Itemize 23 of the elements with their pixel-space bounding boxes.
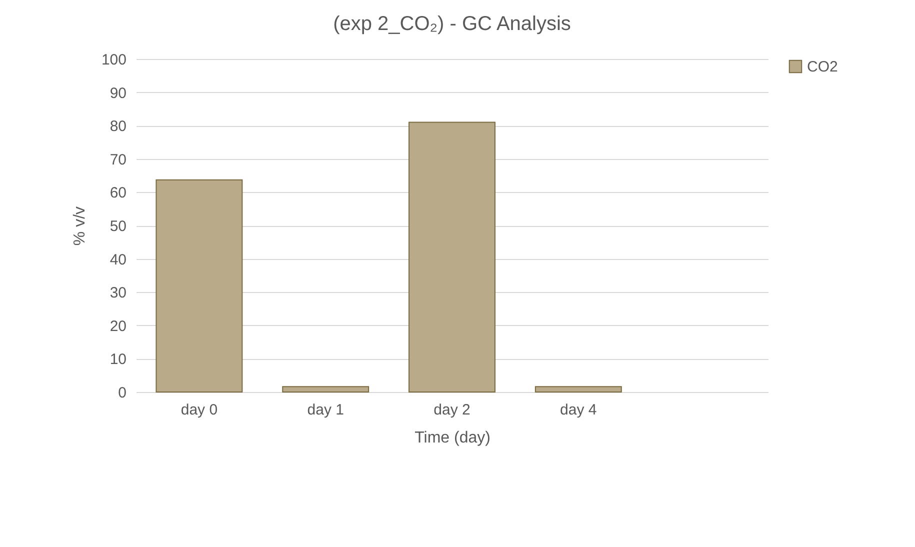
bar bbox=[408, 122, 496, 392]
y-tick-label: 90 bbox=[110, 84, 126, 102]
chart-title: (exp 2_CO₂) - GC Analysis bbox=[333, 13, 571, 35]
y-axis-title: % v/v bbox=[71, 206, 88, 246]
y-tick-label: 40 bbox=[110, 251, 126, 268]
y-tick-label: 0 bbox=[118, 384, 126, 402]
x-tick-label: day 0 bbox=[180, 402, 218, 418]
y-tick-label: 70 bbox=[110, 151, 126, 168]
bar bbox=[534, 386, 622, 392]
y-tick-label: 60 bbox=[110, 184, 126, 202]
y-tick-label: 80 bbox=[110, 118, 126, 136]
y-tick-label: 50 bbox=[110, 218, 126, 235]
legend-label: CO2 bbox=[807, 58, 838, 76]
x-axis-title: Time (day) bbox=[414, 430, 490, 446]
x-tick-label: day 1 bbox=[307, 402, 344, 418]
y-tick-label: 100 bbox=[101, 52, 126, 68]
y-tick-label: 30 bbox=[110, 284, 126, 302]
bar bbox=[156, 179, 243, 392]
y-tick-label: 10 bbox=[110, 351, 126, 368]
bar bbox=[282, 386, 370, 392]
x-tick-label: day 2 bbox=[434, 402, 470, 418]
y-tick-label: 20 bbox=[110, 318, 126, 335]
x-tick-label: day 4 bbox=[560, 402, 597, 418]
